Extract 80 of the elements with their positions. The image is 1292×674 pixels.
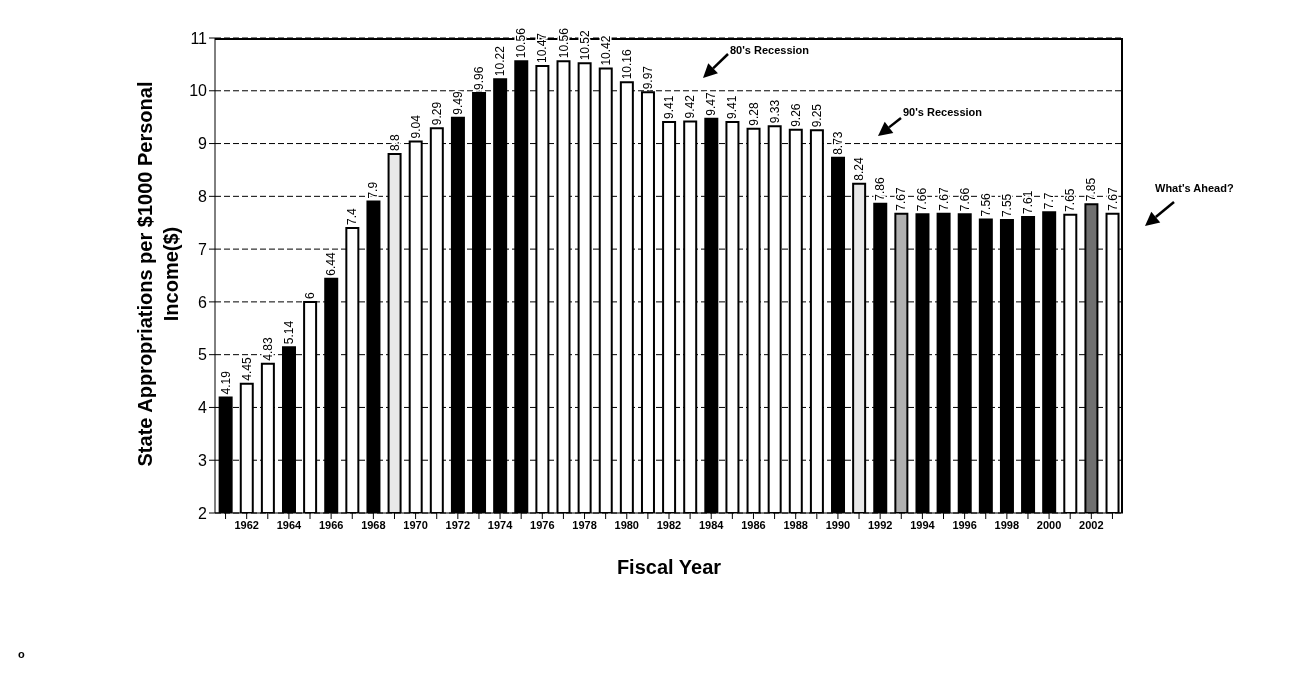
data-label: 7.7: [1042, 192, 1057, 210]
data-label: 7.65: [1063, 188, 1078, 212]
data-label: 9.41: [662, 95, 677, 119]
data-label: 7.4: [345, 207, 360, 225]
x-tick-label: 2000: [1036, 518, 1062, 531]
x-tick-label: 1970: [403, 518, 428, 531]
data-label: 4.45: [239, 357, 254, 381]
data-label: 9.29: [429, 101, 444, 126]
data-label: 5.14: [281, 320, 296, 345]
y-tick-label: 10: [189, 82, 208, 100]
y-tick-label: 8: [198, 188, 208, 206]
x-tick-label: 1962: [234, 518, 259, 531]
x-tick-label: 1990: [825, 518, 851, 531]
data-label: 8.8: [387, 134, 402, 152]
data-label: 10.16: [619, 48, 634, 80]
data-label: 6: [303, 291, 318, 299]
y-tick-label: 9: [198, 135, 208, 153]
data-label: 9.04: [408, 114, 423, 139]
data-label: 7.67: [936, 187, 951, 211]
data-label: 10.52: [577, 29, 592, 61]
data-label: 7.61: [1021, 190, 1036, 214]
x-tick-label: 1978: [572, 518, 597, 531]
data-label: 10.42: [598, 35, 613, 66]
y-tick-label: 4: [198, 399, 208, 417]
x-tick-label: 1976: [530, 518, 555, 531]
data-label: 10.22: [493, 45, 508, 77]
data-label: 9.96: [472, 66, 487, 90]
x-tick-label: 1998: [994, 518, 1020, 531]
y-tick-label: 6: [198, 293, 208, 311]
y-tick-label: 5: [198, 346, 208, 364]
data-label: 4.83: [260, 336, 275, 361]
text: o: [18, 648, 25, 660]
x-tick-label: 2002: [1079, 518, 1104, 531]
data-label: 7.56: [978, 192, 993, 217]
data-label: 9.41: [725, 95, 740, 119]
y-tick-label: 7: [198, 240, 208, 258]
data-label: 7.9: [366, 181, 381, 199]
data-label: 7.66: [957, 187, 972, 212]
data-label: 10.56: [514, 27, 529, 59]
annotation: 80's Recession: [730, 44, 810, 56]
data-label: 9.26: [788, 103, 803, 127]
x-tick-label: 1988: [783, 518, 808, 531]
data-label: 6.44: [324, 251, 339, 276]
x-tick-label: 1994: [910, 518, 936, 531]
x-tick-label: 1984: [698, 518, 725, 531]
x-tick-label: 1992: [867, 518, 893, 531]
x-tick-label: 1972: [445, 518, 471, 531]
data-label: 9.28: [746, 102, 761, 126]
data-label: 7.66: [915, 187, 930, 212]
data-label: 9.47: [704, 92, 719, 116]
data-label: 10.56: [556, 27, 571, 59]
data-label: 9.33: [767, 99, 782, 124]
x-tick-label: 1964: [276, 518, 303, 531]
y-tick-label: 3: [198, 451, 208, 469]
annotation: 90's Recession: [903, 106, 983, 118]
data-label: 9.25: [809, 103, 824, 128]
x-tick-label: 1980: [614, 518, 640, 531]
x-tick-label: 1982: [656, 518, 682, 531]
y-tick-label: 2: [198, 504, 208, 522]
data-label: 9.97: [640, 65, 655, 90]
x-tick-label: 1968: [361, 518, 386, 531]
x-tick-label: 1966: [318, 518, 344, 531]
data-label: 7.67: [1105, 187, 1120, 211]
x-axis-title: Fiscal Year: [615, 556, 723, 579]
x-tick-label: 1974: [487, 518, 514, 531]
data-label: 9.42: [683, 94, 698, 119]
x-tick-label: 1986: [741, 518, 766, 531]
data-label: 7.86: [873, 177, 888, 201]
data-label: 4.19: [218, 370, 233, 395]
data-label: 8.24: [852, 156, 867, 181]
x-tick-label: 1996: [952, 518, 977, 531]
data-label: 10.47: [535, 32, 550, 63]
y-axis-title: State Appropriations per $1000 Personal Income($): [133, 80, 183, 468]
data-label: 7.67: [894, 187, 909, 211]
data-label: 8.73: [831, 131, 846, 155]
data-label: 7.55: [999, 193, 1014, 218]
y-tick-label: 11: [190, 29, 208, 47]
data-label: 7.85: [1084, 177, 1099, 202]
text: What's Ahead?: [1155, 182, 1234, 194]
data-label: 9.49: [450, 91, 465, 115]
